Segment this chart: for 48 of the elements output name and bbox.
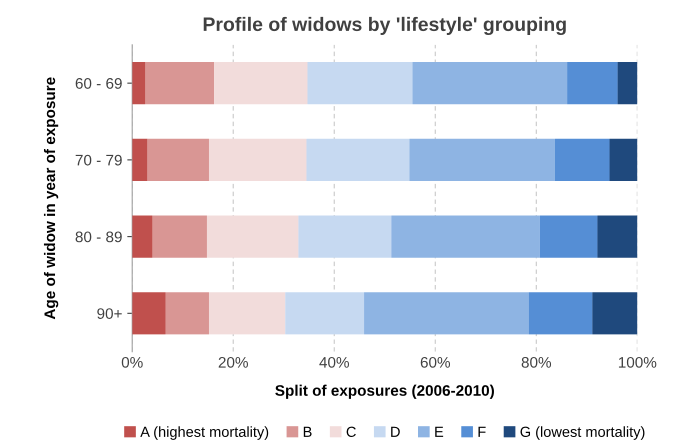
legend-label: B bbox=[304, 426, 312, 437]
legend-label: G (lowest mortality) bbox=[520, 426, 644, 440]
bar bbox=[540, 216, 598, 258]
x-tick-label: 60% bbox=[420, 356, 450, 368]
legend-label: F bbox=[478, 426, 486, 437]
bar bbox=[208, 138, 306, 181]
bar bbox=[597, 216, 638, 258]
bar bbox=[206, 216, 298, 258]
bar bbox=[391, 216, 540, 258]
bar bbox=[554, 138, 610, 181]
bar bbox=[214, 62, 308, 104]
legend-label: A (highest mortality) bbox=[140, 426, 268, 440]
bar bbox=[208, 292, 286, 334]
bar bbox=[152, 216, 207, 258]
bar bbox=[298, 216, 392, 258]
bar bbox=[285, 292, 364, 334]
bar bbox=[610, 138, 638, 181]
bar bbox=[132, 216, 152, 258]
bar bbox=[410, 138, 555, 181]
x-tick-label: 20% bbox=[218, 356, 248, 368]
y-tick-label: 90+ bbox=[97, 308, 122, 320]
x-tick-label: 40% bbox=[319, 356, 349, 368]
y-axis-title: Age of widow in year of exposure bbox=[44, 77, 58, 320]
bar bbox=[618, 62, 638, 104]
legend-label: C bbox=[346, 426, 356, 437]
bar bbox=[364, 292, 529, 334]
y-tick-label: 70 - 79 bbox=[76, 154, 122, 166]
y-tick-label: 60 - 69 bbox=[76, 78, 122, 89]
bar bbox=[528, 292, 592, 334]
bar bbox=[132, 62, 146, 104]
bar bbox=[592, 292, 638, 334]
bar bbox=[307, 62, 413, 104]
bar bbox=[132, 292, 166, 334]
bar bbox=[145, 62, 214, 104]
bar bbox=[306, 138, 410, 181]
y-tick-label: 80 - 89 bbox=[76, 231, 122, 242]
x-axis-title: Split of exposures (2006-2010) bbox=[275, 384, 494, 399]
x-tick-label: 100% bbox=[618, 356, 656, 368]
x-tick-label: 0% bbox=[122, 356, 143, 368]
chart-title: Profile of widows by 'lifestyle' grouping bbox=[204, 16, 566, 36]
x-tick-label: 80% bbox=[522, 356, 552, 368]
bar bbox=[166, 292, 209, 334]
bar bbox=[412, 62, 568, 104]
bar bbox=[567, 62, 618, 104]
legend-label: D bbox=[391, 426, 400, 437]
bar bbox=[147, 138, 209, 181]
legend-label: E bbox=[435, 426, 444, 437]
bar bbox=[132, 138, 148, 181]
